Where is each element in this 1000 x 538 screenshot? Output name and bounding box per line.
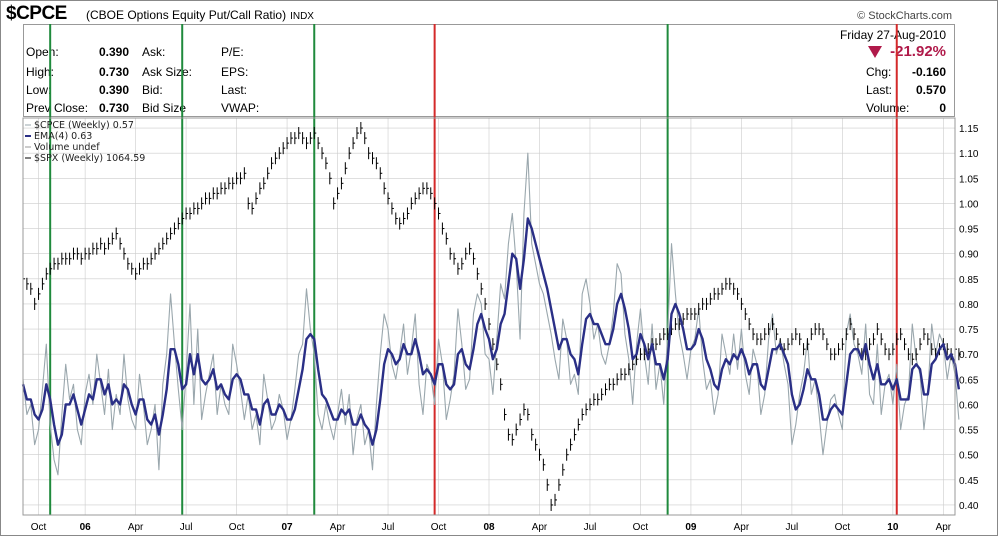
y-tick-label: 1.10 [959,149,979,160]
subtitle-text: (CBOE Options Equity Put/Call Ratio) [86,8,287,22]
legend-entry: Volume undef [34,142,100,153]
prev-close-value: 0.730 [98,101,129,115]
x-tick-label: 07 [282,522,294,533]
y-tick-label: 1.00 [959,199,979,210]
x-tick-label: 09 [685,522,697,533]
x-tick-label: Oct [229,522,245,533]
last-label: Last: [866,83,893,97]
x-tick-label: Apr [734,522,750,533]
y-tick-label: 0.40 [959,501,979,512]
legend-entry: EMA(4) 0.63 [34,131,92,142]
low-label: Low: [26,83,52,97]
y-tick-label: 0.55 [959,426,979,437]
prev-close-label: Prev Close: [26,101,89,115]
x-tick-label: Oct [31,522,47,533]
exchange-label: INDX [290,11,314,22]
high-label: High: [26,65,55,79]
spx-series [22,122,961,511]
chg-label: Chg: [866,65,892,79]
y-tick-label: 0.95 [959,225,979,236]
x-tick-label: Jul [584,522,597,533]
change-percent: -21.92% [890,43,946,60]
low-value: 0.390 [98,83,129,97]
x-tick-label: Jul [382,522,395,533]
brand-label[interactable]: © StockCharts.com [857,10,952,22]
y-tick-label: 0.90 [959,250,979,261]
chg-value: -0.160 [911,65,946,79]
x-tick-label: Jul [180,522,193,533]
x-tick-label: Apr [532,522,548,533]
x-tick-label: Oct [835,522,851,533]
y-axis: 0.40 0.45 0.50 0.55 0.60 0.65 0.70 0.75 0.80 0.85… [959,124,979,512]
ask-size-label: Ask Size: [142,65,193,79]
volume-label: Volume: [866,101,910,115]
bid-label: Bid: [142,83,163,97]
symbol-subtitle: (CBOE Options Equity Put/Call Ratio) INDX [86,8,314,22]
grid [23,118,955,515]
y-tick-label: 0.45 [959,476,979,487]
volume-value: 0 [939,101,946,115]
y-tick-label: 1.05 [959,174,979,185]
x-axis: Oct 06 Apr Jul Oct 07 Apr Jul Oct 08 Apr Jul Oct 09 Ap… [31,522,952,533]
eps-label: EPS: [221,65,249,79]
marker-lines [49,24,898,515]
open-value: 0.390 [98,45,129,59]
y-tick-label: 0.85 [959,275,979,286]
ema-line [21,217,961,446]
x-tick-label: Apr [330,522,346,533]
last-label-mid: Last: [221,83,248,97]
y-tick-label: 0.75 [959,325,979,336]
y-tick-label: 0.60 [959,400,979,411]
x-tick-label: 08 [483,522,495,533]
ask-label: Ask: [142,45,166,59]
down-arrow-icon [868,46,882,58]
symbol-title: $CPCE [6,3,67,24]
legend-entry: $CPCE (Weekly) 0.57 [34,120,134,131]
x-tick-label: Oct [431,522,447,533]
x-tick-label: Jul [786,522,799,533]
plot-border [22,117,956,516]
pe-label: P/E: [221,45,244,59]
ema-series [21,217,961,446]
x-tick-label: Oct [633,522,649,533]
x-tick-label: 10 [887,522,899,533]
last-value: 0.570 [915,83,946,97]
quote-date: Friday 27-Aug-2010 [839,28,946,42]
y-tick-label: 0.80 [959,300,979,311]
y-tick-label: 0.65 [959,375,979,386]
legend-entry: $SPX (Weekly) 1064.59 [34,153,145,164]
cpce-series [22,152,960,476]
x-tick-label: 06 [80,522,92,533]
cpce-line [22,152,960,476]
y-tick-label: 0.70 [959,350,979,361]
x-tick-label: Apr [128,522,144,533]
vwap-label: VWAP: [221,101,260,115]
y-tick-label: 0.50 [959,451,979,462]
y-tick-label: 1.15 [959,124,979,135]
bid-size-label: Bid Size [142,101,187,115]
high-value: 0.730 [98,65,129,79]
x-tick-label: Apr [936,522,952,533]
